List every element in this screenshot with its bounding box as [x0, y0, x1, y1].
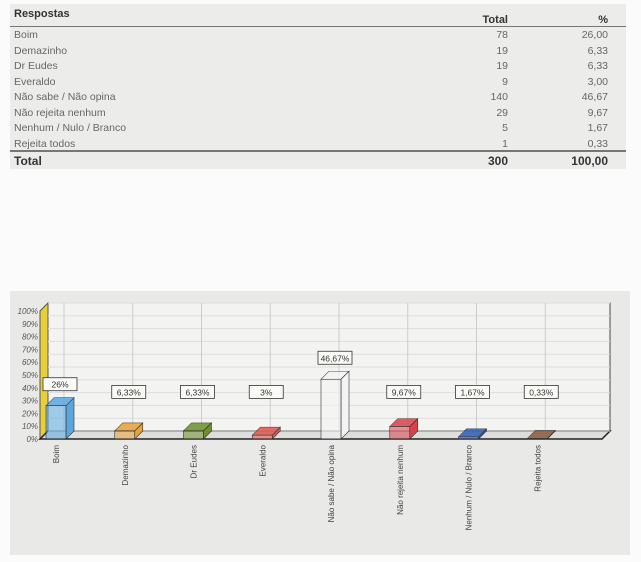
row-total: 1: [502, 137, 508, 150]
data-label-box: [248, 385, 284, 399]
data-label: 1,67%: [460, 387, 485, 397]
x-tick-label: Não sabe / Não opina: [327, 444, 336, 522]
row-label: Rejeita todos: [14, 137, 76, 150]
row-total: 9: [502, 75, 508, 88]
row-percent: 6,33: [587, 44, 608, 57]
data-label: 0,33%: [529, 387, 554, 397]
row-total: 140: [490, 91, 508, 103]
row-percent: 46,67: [581, 91, 608, 103]
row-total: 19: [496, 44, 508, 57]
data-label-box: [455, 385, 490, 399]
row-percent: 0,33: [587, 137, 608, 150]
y-tick-label: 40%: [22, 384, 38, 393]
bar: [320, 378, 342, 440]
data-label-box: [386, 385, 422, 399]
header-total: Total: [482, 14, 508, 26]
y-tick-label: 10%: [22, 422, 38, 431]
row-label: Everaldo: [14, 75, 56, 88]
y-tick-label: 0%: [26, 435, 38, 444]
y-tick-label: 80%: [22, 333, 38, 342]
y-tick-label: 100%: [18, 307, 38, 316]
divider: [10, 150, 626, 152]
row-label: Nenhum / Nulo / Branco: [14, 122, 127, 134]
total-percent: 100,00: [571, 154, 608, 168]
table-row: Everaldo 9 3,00: [10, 76, 626, 90]
data-label-box: [180, 385, 215, 399]
table-row: Nenhum / Nulo / Branco 5 1,67: [10, 122, 626, 136]
header-percent: %: [598, 14, 608, 26]
bar-side: [340, 370, 350, 440]
table-row: Boim 78 26,00: [10, 29, 626, 43]
data-label-box: [42, 377, 78, 392]
row-percent: 6,33: [587, 60, 608, 72]
data-label: 6,33%: [185, 387, 210, 397]
y-tick-label: 70%: [22, 345, 38, 354]
data-label: 6,33%: [117, 387, 142, 397]
y-tick-label: 90%: [22, 320, 38, 329]
table-row: Dr Eudes 19 6,33: [10, 60, 626, 74]
y-tick-label: 50%: [22, 371, 38, 380]
bar: [458, 436, 479, 440]
row-percent: 9,67: [587, 106, 608, 119]
bar-chart: 0% 10% 20% 30% 40% 50% 60% 70% 80% 90% 100% 26% Boim…: [10, 291, 630, 555]
y-tick-label: 30%: [22, 397, 38, 406]
y-tick-label: 20%: [21, 409, 38, 418]
chart-svg: 0% 10% 20% 30% 40% 50% 60% 70% 80% 90% 100% 26% Boim…: [18, 301, 612, 530]
row-label: Demazinho: [14, 44, 68, 57]
bar: [45, 405, 67, 440]
data-label-box: [523, 385, 559, 399]
x-tick-label: Nenhum / Nulo / Branco: [465, 444, 474, 530]
header-respostas: Respostas: [14, 8, 70, 20]
table-row: Rejeita todos 1 0,33: [10, 138, 626, 152]
table-total-row: Total 300 100,00: [10, 154, 626, 168]
row-total: 5: [502, 122, 508, 134]
row-label: Não sabe / Não opina: [14, 91, 116, 103]
x-tick-label: Não rejeita nenhum: [396, 445, 405, 515]
x-tick-label: Rejeita todos: [533, 445, 542, 492]
row-percent: 26,00: [581, 29, 608, 41]
x-tick-label: Demazinho: [121, 444, 130, 485]
x-tick-label: Everaldo: [258, 444, 267, 476]
row-label: Dr Eudes: [14, 60, 58, 72]
total-count: 300: [487, 154, 508, 168]
row-percent: 3,00: [587, 75, 608, 88]
table-row: Demazinho 19 6,33: [10, 45, 626, 59]
row-label: Boim: [14, 29, 38, 41]
data-label: 46,67%: [321, 353, 350, 363]
bar: [251, 434, 273, 440]
row-total: 29: [496, 106, 508, 119]
data-label-box: [317, 350, 353, 365]
y-tick-label: 60%: [22, 358, 38, 367]
row-percent: 1,67: [587, 122, 608, 134]
data-label: 26%: [51, 380, 68, 390]
total-label: Total: [14, 154, 42, 168]
bar: [389, 426, 411, 440]
row-total: 78: [496, 29, 508, 41]
results-table: Respostas Total % Boim 78 26,00 Demazinho 19…: [10, 4, 626, 169]
data-label: 9,67%: [392, 387, 417, 397]
divider: [10, 26, 626, 27]
table-row: Não rejeita nenhum 29 9,67: [10, 107, 626, 121]
data-label: 3%: [260, 387, 273, 397]
bar: [114, 430, 136, 440]
row-total: 19: [496, 60, 508, 72]
table-header: Respostas Total %: [10, 8, 626, 26]
table-row: Não sabe / Não opina 140 46,67: [10, 91, 626, 105]
x-tick-label: Dr Eudes: [190, 445, 199, 478]
row-label: Não rejeita nenhum: [14, 106, 106, 119]
data-label-box: [111, 385, 147, 399]
bar: [183, 430, 204, 440]
x-tick-label: Boim: [52, 445, 61, 464]
